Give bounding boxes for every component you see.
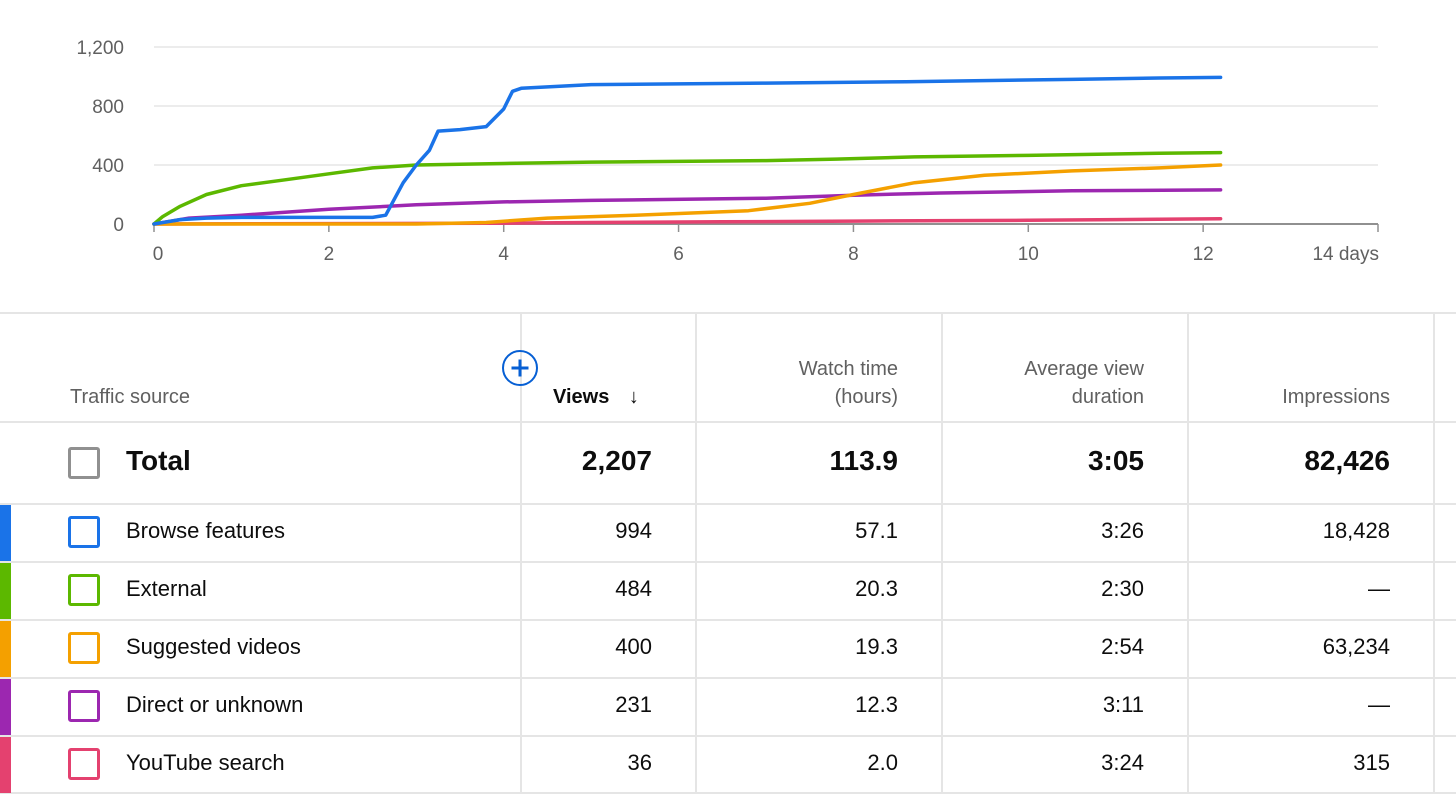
row-impressions: — (1368, 576, 1390, 601)
header-impressions[interactable]: Impressions (1282, 386, 1390, 408)
total-checkbox[interactable] (68, 447, 100, 479)
header-views[interactable]: Views ↓ (553, 383, 639, 411)
row-avg-duration: 2:30 (1101, 576, 1144, 601)
row-label: Browse features (126, 518, 285, 543)
total-impressions: 82,426 (1304, 445, 1390, 476)
row-checkbox[interactable] (68, 516, 100, 548)
series-line (152, 216, 1223, 226)
series-color-bar (0, 621, 11, 677)
series-line (152, 163, 1223, 226)
row-label: Suggested videos (126, 634, 301, 659)
y-tick-label: 800 (92, 97, 124, 118)
total-label: Total (126, 445, 191, 476)
x-tick-label: 10 (1018, 244, 1039, 265)
row-label: Direct or unknown (126, 692, 304, 717)
header-watch-time-line2: (hours) (834, 386, 898, 408)
row-impressions: 18,428 (1322, 518, 1390, 543)
row-watch-time: 2.0 (867, 750, 898, 775)
row-checkbox[interactable] (68, 690, 100, 722)
row-views: 231 (615, 692, 652, 717)
row-checkbox[interactable] (68, 632, 100, 664)
row-watch-time: 12.3 (855, 692, 898, 717)
header-watch-time-line1: Watch time (798, 358, 898, 380)
row-watch-time: 19.3 (855, 634, 898, 659)
table-row-external[interactable]: External 484 20.3 2:30 — (0, 561, 1456, 619)
series-line (152, 188, 1223, 226)
row-impressions: — (1368, 692, 1390, 717)
row-views: 400 (615, 634, 652, 659)
y-tick-label: 1,200 (76, 38, 124, 59)
series-color-bar (0, 563, 11, 619)
x-tick-label: 4 (498, 244, 509, 265)
table-row-youtube-search[interactable]: YouTube search 36 2.0 3:24 315 (0, 735, 1456, 793)
row-avg-duration: 2:54 (1101, 634, 1144, 659)
table-row-direct-or-unknown[interactable]: Direct or unknown 231 12.3 3:11 — (0, 677, 1456, 735)
total-avg-duration: 3:05 (1087, 445, 1144, 476)
row-avg-duration: 3:26 (1101, 518, 1144, 543)
header-traffic-source[interactable]: Traffic source (70, 386, 191, 408)
row-checkbox[interactable] (68, 748, 100, 780)
y-tick-label: 0 (113, 215, 124, 236)
series-color-bar (0, 679, 11, 735)
row-views: 484 (615, 576, 652, 601)
header-avg-duration-line1: Average view (1024, 358, 1144, 380)
row-label: YouTube search (126, 750, 285, 775)
header-average-view-duration[interactable]: Average view duration (946, 355, 1144, 411)
traffic-chart: 0 400 800 1,200 0 2 4 6 8 10 12 14 days (76, 38, 1379, 265)
x-tick-label: 8 (848, 244, 859, 265)
table-row-browse-features[interactable]: Browse features 994 57.1 3:26 18,428 (0, 503, 1456, 561)
row-watch-time: 57.1 (855, 518, 898, 543)
row-avg-duration: 3:24 (1101, 750, 1144, 775)
table-row-suggested-videos[interactable]: Suggested videos 400 19.3 2:54 63,234 (0, 619, 1456, 677)
sort-arrow-down-icon[interactable]: ↓ (628, 386, 639, 408)
row-watch-time: 20.3 (855, 576, 898, 601)
row-views: 994 (615, 518, 652, 543)
row-impressions: 63,234 (1322, 634, 1390, 659)
series-color-bar (0, 737, 11, 793)
row-impressions: 315 (1353, 750, 1390, 775)
header-avg-duration-line2: duration (1071, 386, 1144, 408)
header-views-label: Views (553, 386, 610, 408)
add-metric-button[interactable] (502, 350, 538, 386)
total-watch-time: 113.9 (829, 445, 898, 476)
row-views: 36 (627, 750, 652, 775)
y-tick-label: 400 (92, 156, 124, 177)
series-line (152, 75, 1223, 226)
header-watch-time[interactable]: Watch time (hours) (700, 355, 898, 411)
row-avg-duration: 3:11 (1102, 692, 1144, 717)
total-views: 2,207 (581, 445, 652, 476)
row-label: External (126, 576, 207, 601)
x-tick-label: 0 (153, 244, 164, 265)
row-checkbox[interactable] (68, 574, 100, 606)
x-tick-label: 14 days (1312, 244, 1379, 265)
x-tick-label: 6 (673, 244, 684, 265)
series-color-bar (0, 505, 11, 561)
x-tick-label: 2 (324, 244, 335, 265)
total-row: Total 2,207 113.9 3:05 82,426 (0, 421, 1456, 503)
x-tick-label: 12 (1193, 244, 1214, 265)
